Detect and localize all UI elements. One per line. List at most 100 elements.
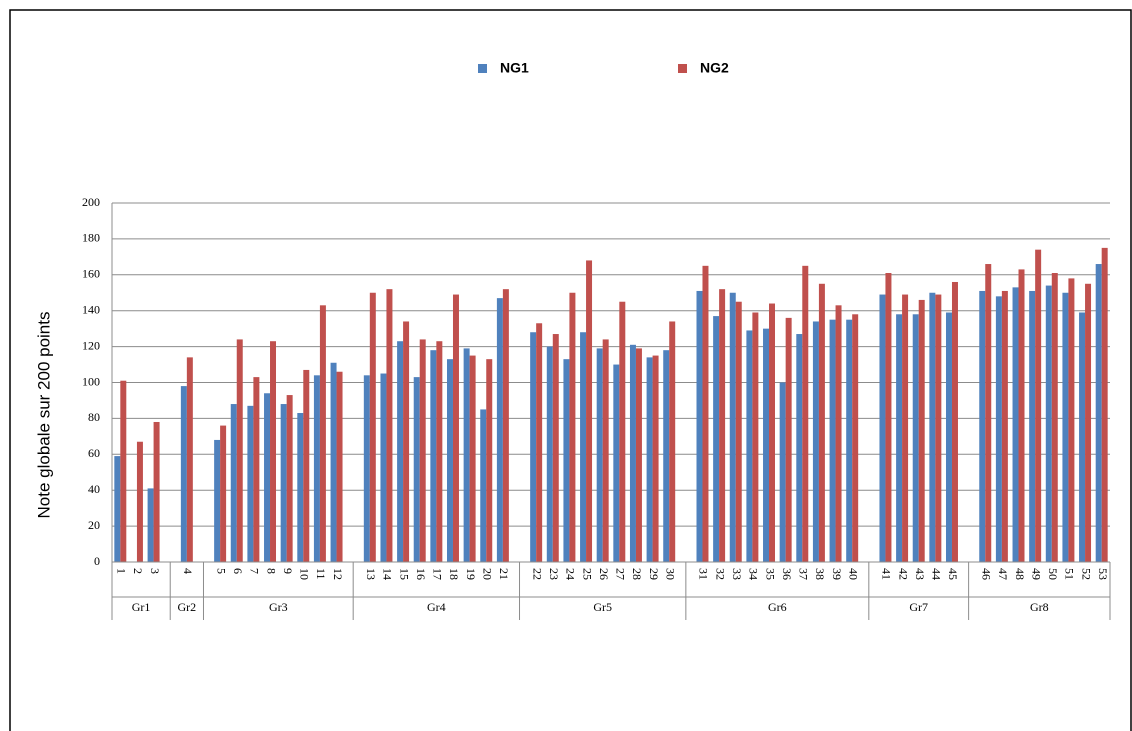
legend-label: NG2 xyxy=(700,60,729,76)
frame xyxy=(9,9,1132,731)
group-label: Gr3 xyxy=(269,600,288,614)
x-tick-label: 42 xyxy=(896,568,910,580)
legend-swatch xyxy=(478,64,487,73)
bar xyxy=(1051,273,1058,562)
bar xyxy=(419,339,426,562)
bar xyxy=(186,357,193,562)
bar xyxy=(536,323,543,562)
group-label: Gr7 xyxy=(909,600,928,614)
bar xyxy=(180,386,187,562)
bar xyxy=(1062,292,1069,562)
x-tick-label: 40 xyxy=(846,568,860,580)
bar xyxy=(746,330,753,562)
x-tick-label: 38 xyxy=(813,568,827,580)
bar xyxy=(253,377,260,562)
bar xyxy=(635,348,642,562)
bar xyxy=(829,319,836,562)
bar xyxy=(896,314,903,562)
bar xyxy=(918,299,925,562)
x-tick-label: 11 xyxy=(314,568,328,580)
y-axis-label: Note globale sur 200 points xyxy=(34,312,53,519)
bar xyxy=(835,305,842,562)
x-tick-label: 33 xyxy=(730,568,744,580)
bar xyxy=(469,355,476,562)
y-tick-label: 80 xyxy=(88,410,100,424)
x-tick-label: 45 xyxy=(946,568,960,580)
bar xyxy=(303,369,310,562)
bar xyxy=(120,380,127,562)
x-tick-label: 19 xyxy=(464,568,478,580)
x-tick-label: 43 xyxy=(913,568,927,580)
x-tick-label: 52 xyxy=(1079,568,1093,580)
bar xyxy=(280,404,287,562)
x-tick-label: 14 xyxy=(381,568,395,580)
x-tick-label: 18 xyxy=(447,568,461,580)
x-tick-label: 46 xyxy=(980,568,994,580)
bar xyxy=(596,348,603,562)
bar xyxy=(1079,312,1086,562)
y-tick-label: 40 xyxy=(88,482,100,496)
bar xyxy=(879,294,886,562)
bar xyxy=(818,283,825,562)
bar xyxy=(319,305,326,562)
bar xyxy=(1012,287,1019,562)
x-tick-label: 13 xyxy=(364,568,378,580)
x-tick-label: 1 xyxy=(115,568,129,574)
bar xyxy=(336,371,343,562)
bar xyxy=(696,290,703,562)
bar xyxy=(663,350,670,562)
bar xyxy=(136,441,143,562)
bar xyxy=(763,328,770,562)
bar xyxy=(446,359,453,562)
bar xyxy=(147,488,154,562)
bar xyxy=(403,321,410,562)
x-tick-label: 41 xyxy=(880,568,894,580)
x-tick-label: 4 xyxy=(181,568,195,574)
x-tick-label: 2 xyxy=(131,568,145,574)
y-tick-label: 120 xyxy=(82,338,100,352)
bar xyxy=(270,341,277,562)
x-tick-label: 39 xyxy=(830,568,844,580)
bar xyxy=(812,321,819,562)
x-tick-label: 25 xyxy=(580,568,594,580)
bar xyxy=(463,348,470,562)
y-tick-label: 160 xyxy=(82,267,100,281)
x-tick-label: 5 xyxy=(214,568,228,574)
x-tick-label: 10 xyxy=(298,568,312,580)
bar xyxy=(902,294,909,562)
x-tick-label: 51 xyxy=(1063,568,1077,580)
bar xyxy=(569,292,576,562)
y-tick-label: 100 xyxy=(82,374,100,388)
x-tick-label: 47 xyxy=(996,568,1010,580)
bar xyxy=(885,273,892,562)
bar xyxy=(802,265,809,562)
bar xyxy=(719,289,726,562)
bar xyxy=(951,281,958,562)
x-tick-label: 34 xyxy=(747,568,761,580)
x-tick-label: 49 xyxy=(1029,568,1043,580)
bar xyxy=(646,357,653,562)
bar xyxy=(995,296,1002,562)
x-tick-label: 27 xyxy=(614,568,628,580)
bar xyxy=(330,362,337,562)
bar xyxy=(380,373,387,562)
x-tick-label: 50 xyxy=(1046,568,1060,580)
bar xyxy=(619,301,626,562)
x-tick-label: 22 xyxy=(530,568,544,580)
x-tick-label: 16 xyxy=(414,568,428,580)
x-tick-label: 3 xyxy=(148,568,162,574)
bar xyxy=(264,393,271,562)
x-tick-label: 6 xyxy=(231,568,245,574)
bar xyxy=(214,439,221,562)
bar xyxy=(586,260,593,562)
x-tick-label: 35 xyxy=(763,568,777,580)
x-tick-label: 26 xyxy=(597,568,611,580)
x-tick-label: 12 xyxy=(331,568,345,580)
bar xyxy=(220,425,227,562)
bar xyxy=(669,321,676,562)
legend-swatch xyxy=(678,64,687,73)
bar xyxy=(546,346,553,562)
x-tick-label: 20 xyxy=(481,568,495,580)
bar xyxy=(979,290,986,562)
bar xyxy=(985,264,992,562)
